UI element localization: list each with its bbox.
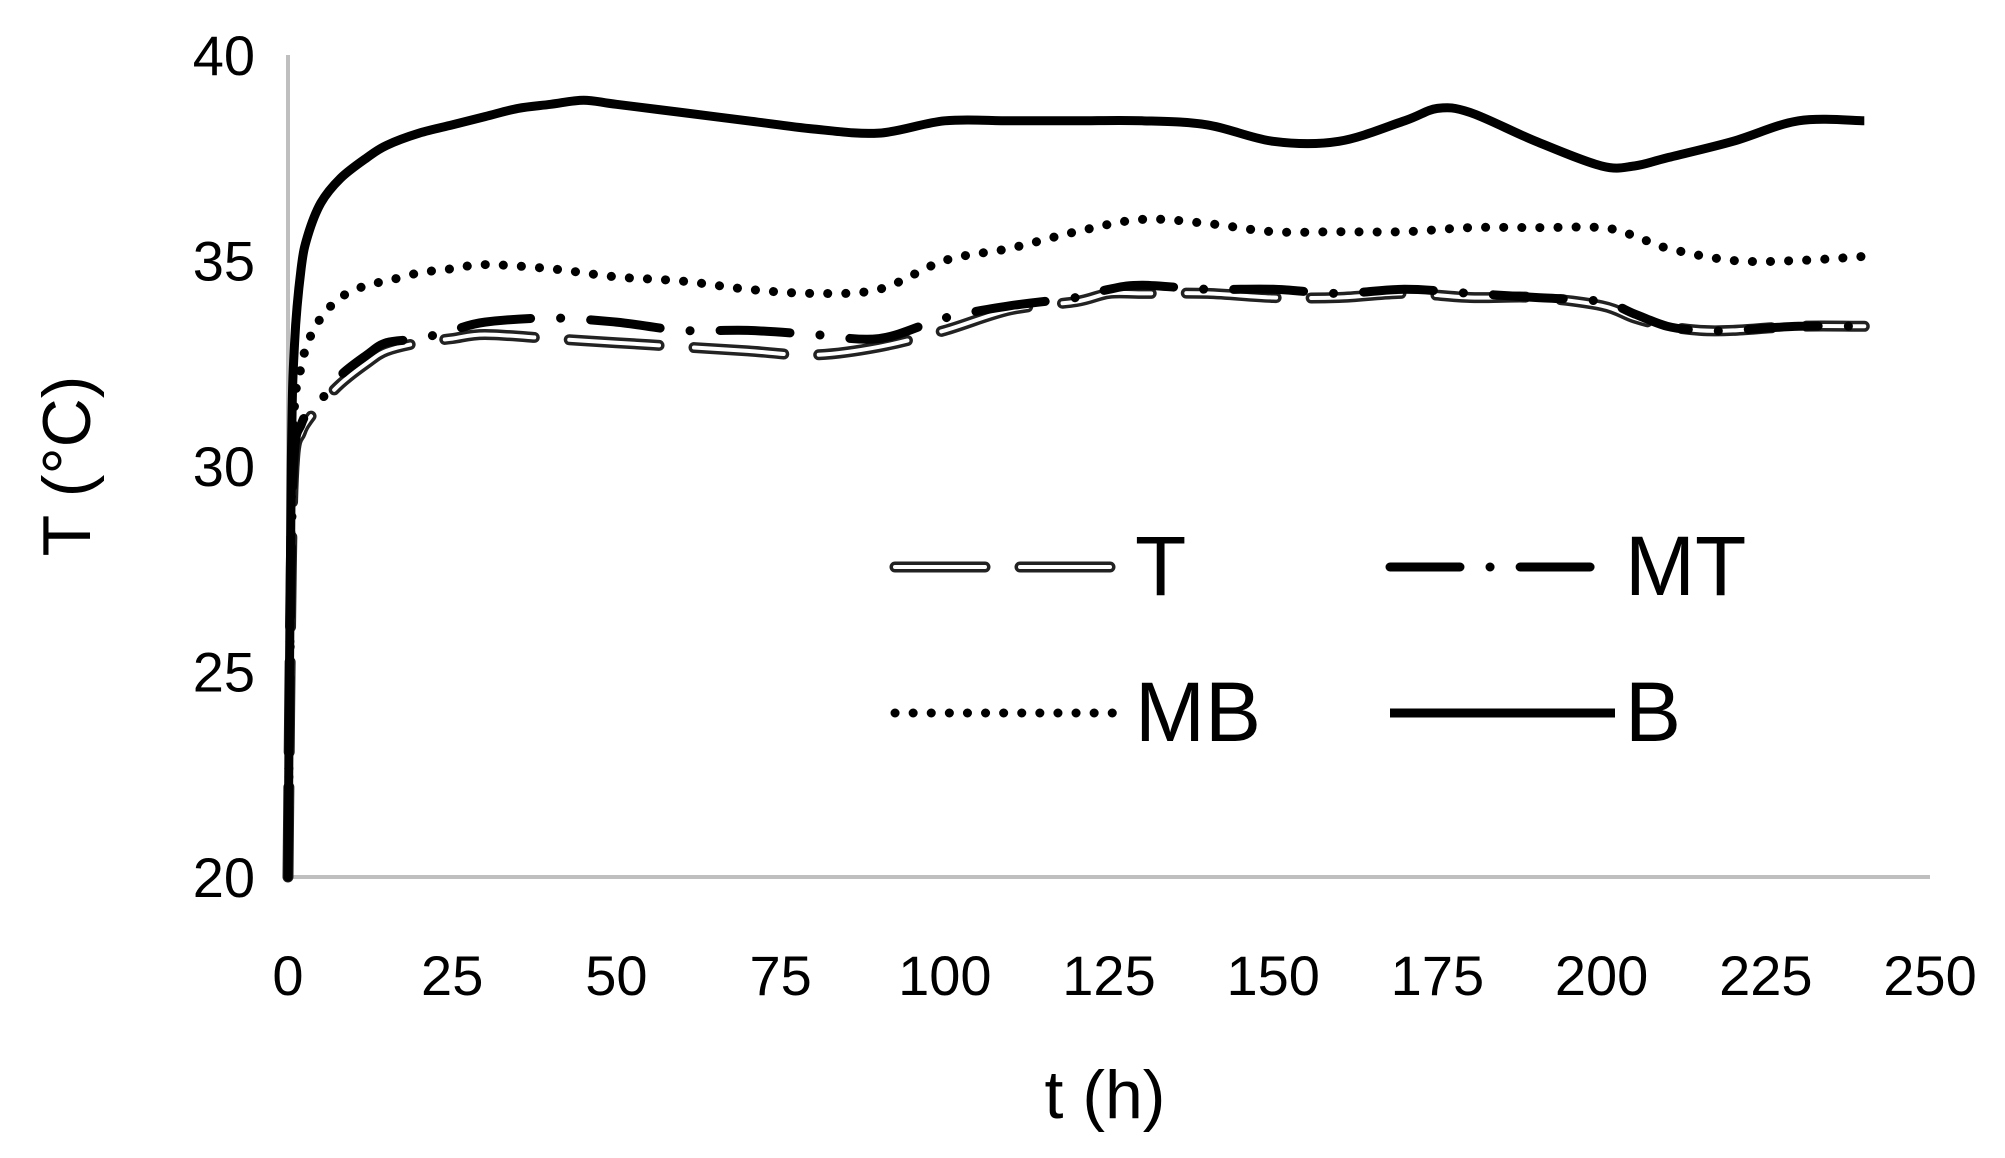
y-tick-label: 20 [193,846,255,909]
x-tick-label: 50 [585,944,647,1007]
series-mb [283,214,1869,882]
legend-label: B [1625,665,1681,759]
x-tick-label: 75 [749,944,811,1007]
series-t [282,287,1870,883]
series-line-mb [283,214,1869,882]
legend-label: MB [1135,665,1261,759]
series-b [283,95,1865,878]
x-tick-label: 0 [272,944,303,1007]
x-tick-label: 175 [1391,944,1484,1007]
x-tick-label: 125 [1062,944,1155,1007]
legend-label: MT [1625,519,1746,613]
y-tick-label: 25 [193,641,255,704]
x-tick-label: 225 [1719,944,1812,1007]
series-layer [282,95,1870,883]
y-tick-labels: 20 25 30 35 40 [193,24,255,909]
x-tick-label: 250 [1883,944,1976,1007]
x-tick-label: 200 [1555,944,1648,1007]
series-line-mt [283,280,1869,882]
legend-label: T [1135,519,1186,613]
x-tick-label: 100 [898,944,991,1007]
x-axis-title: t (h) [1045,1057,1166,1133]
x-tick-label: 150 [1226,944,1319,1007]
legend-item-t: T [889,519,1186,613]
legend: T MT MB B [889,519,1746,759]
series-line-b [283,95,1865,878]
x-tick-label: 25 [421,944,483,1007]
legend-item-mt: MT [1385,519,1746,613]
y-tick-label: 40 [193,24,255,87]
legend-item-b: B [1390,665,1681,759]
series-mt [283,280,1869,882]
x-tick-labels: 0 25 50 75 100 125 150 175 200 225 250 [272,944,1976,1007]
y-tick-label: 30 [193,435,255,498]
y-tick-label: 35 [193,230,255,293]
legend-item-mb: MB [890,665,1261,759]
series-line-t [286,290,1867,879]
y-axis-title: T (°C) [29,376,105,557]
